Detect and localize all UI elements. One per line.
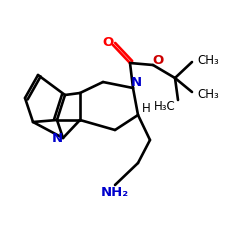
Text: O: O [152,54,164,68]
Text: CH₃: CH₃ [197,88,219,101]
Text: CH₃: CH₃ [197,54,219,66]
Text: N: N [130,76,141,90]
Text: O: O [102,36,114,49]
Text: NH₂: NH₂ [101,186,129,200]
Text: H₃C: H₃C [154,100,176,112]
Text: N: N [52,132,62,144]
Text: H: H [142,102,150,116]
